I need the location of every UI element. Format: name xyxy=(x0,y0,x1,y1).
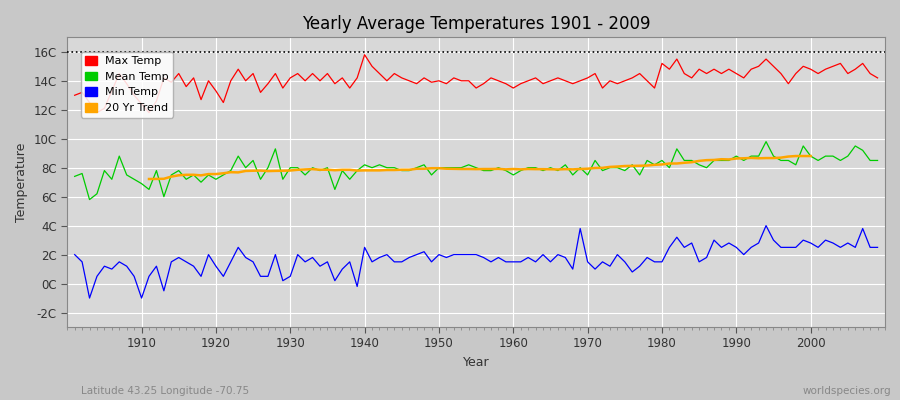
X-axis label: Year: Year xyxy=(463,356,490,369)
Text: Latitude 43.25 Longitude -70.75: Latitude 43.25 Longitude -70.75 xyxy=(81,386,249,396)
Title: Yearly Average Temperatures 1901 - 2009: Yearly Average Temperatures 1901 - 2009 xyxy=(302,15,651,33)
Legend: Max Temp, Mean Temp, Min Temp, 20 Yr Trend: Max Temp, Mean Temp, Min Temp, 20 Yr Tre… xyxy=(81,52,174,118)
Text: worldspecies.org: worldspecies.org xyxy=(803,386,891,396)
Y-axis label: Temperature: Temperature xyxy=(15,142,28,222)
